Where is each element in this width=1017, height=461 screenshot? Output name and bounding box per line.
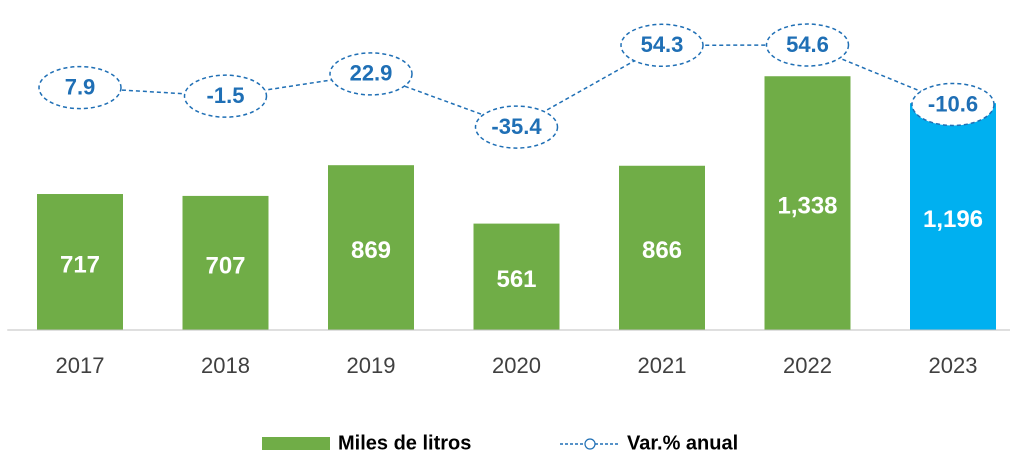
- bar-value-label: 561: [496, 266, 536, 293]
- bar-value-label: 866: [642, 237, 682, 264]
- bar: [37, 194, 123, 330]
- legend-marker: [584, 438, 596, 450]
- line-value-label: -1.5: [207, 83, 245, 108]
- bar: [473, 223, 560, 330]
- line-value-label: -10.6: [928, 91, 978, 116]
- line-point: [329, 52, 413, 96]
- line-value-label: 22.9: [350, 61, 393, 86]
- line-point: [474, 105, 559, 149]
- bar-value-label: 707: [205, 252, 245, 279]
- bar-value-label: 1,196: [923, 206, 983, 233]
- line-value-label: -35.4: [491, 114, 542, 139]
- bar: [182, 195, 269, 330]
- x-tick-label: 2017: [56, 353, 105, 378]
- x-tick-label: 2020: [492, 353, 541, 378]
- line-point: [620, 23, 704, 68]
- line-value-label: 54.6: [786, 32, 829, 57]
- x-tick-label: 2022: [783, 353, 832, 378]
- x-tick-label: 2023: [929, 353, 978, 378]
- line-point: [911, 82, 995, 127]
- line-point: [765, 23, 850, 67]
- line-point: [38, 65, 122, 110]
- bar: [328, 165, 414, 330]
- legend-swatch: [262, 437, 330, 450]
- x-tick-label: 2021: [638, 353, 687, 378]
- line-value-label: 7.9: [65, 74, 96, 99]
- bar-value-label: 1,338: [777, 192, 837, 219]
- x-tick-label: 2019: [347, 353, 396, 378]
- bar: [910, 103, 996, 330]
- bar-value-label: 717: [60, 251, 100, 278]
- legend-label: Miles de litros: [338, 432, 471, 454]
- x-tick-label: 2018: [201, 353, 250, 378]
- legend-label: Var.% anual: [627, 432, 738, 454]
- bar-value-label: 869: [351, 237, 391, 264]
- line-value-label: 54.3: [641, 32, 684, 57]
- bar: [619, 165, 705, 330]
- line-point: [183, 74, 268, 118]
- bar: [764, 76, 851, 330]
